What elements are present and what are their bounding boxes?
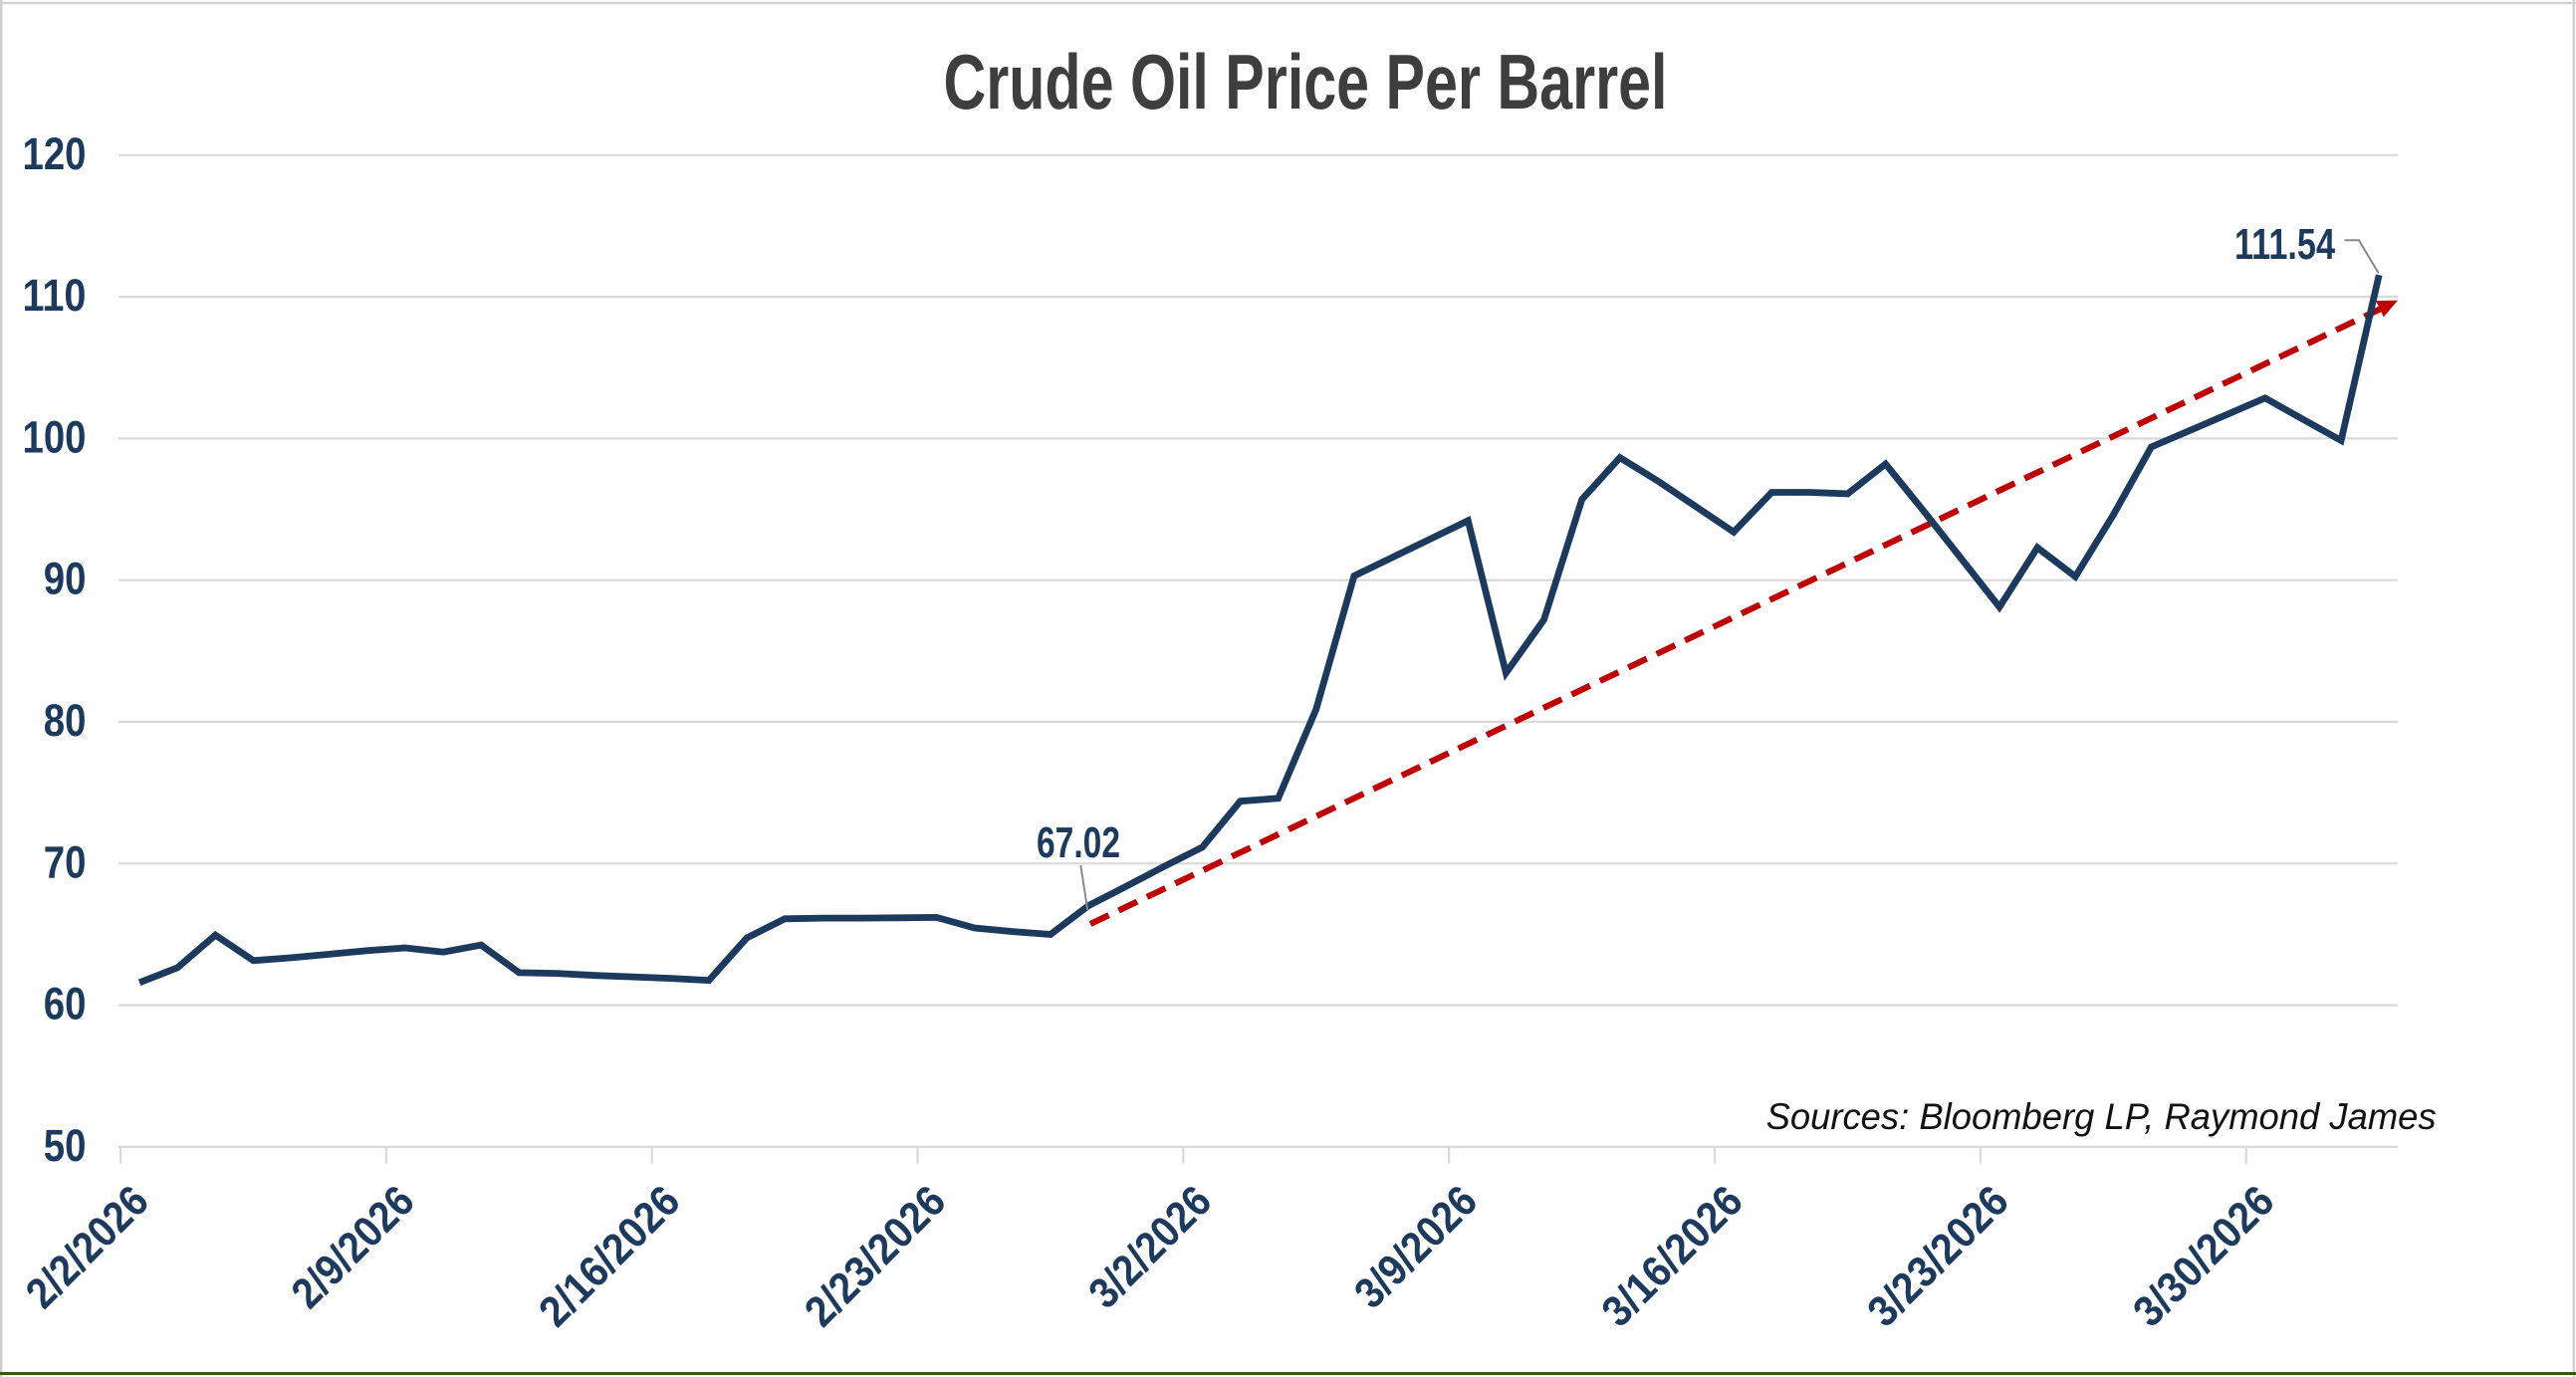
svg-text:110: 110: [23, 270, 87, 321]
svg-text:Sources: Bloomberg LP, Raymond: Sources: Bloomberg LP, Raymond James: [1766, 1096, 2437, 1137]
svg-text:111.54: 111.54: [2234, 220, 2335, 269]
svg-text:100: 100: [23, 411, 87, 462]
svg-text:50: 50: [44, 1120, 87, 1171]
svg-text:67.02: 67.02: [1037, 818, 1120, 867]
svg-text:80: 80: [44, 695, 87, 746]
svg-text:90: 90: [44, 554, 87, 604]
svg-text:Crude Oil Price Per Barrel: Crude Oil Price Per Barrel: [944, 38, 1668, 125]
svg-text:60: 60: [44, 979, 87, 1030]
svg-text:120: 120: [23, 128, 87, 179]
svg-text:70: 70: [44, 836, 87, 887]
